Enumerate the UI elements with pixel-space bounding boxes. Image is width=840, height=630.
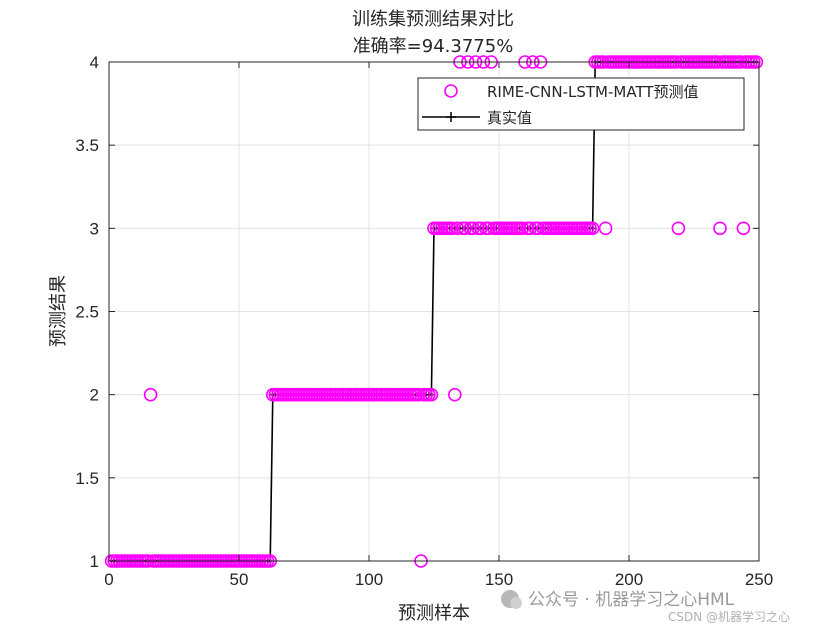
y-tick-label: 2.5 <box>75 303 99 322</box>
y-tick-label: 1.5 <box>75 469 99 488</box>
x-tick-label: 50 <box>230 570 249 589</box>
watermark-small: CSDN @机器学习之心 <box>668 609 790 624</box>
x-axis-label: 预测样本 <box>398 603 470 624</box>
x-tick-label: 150 <box>485 570 513 589</box>
legend-marker-predicted <box>444 84 458 98</box>
wechat-icon-bubble <box>510 597 522 609</box>
watermark: 公众号 · 机器学习之心HML CSDN @机器学习之心 <box>501 590 790 624</box>
legend-box <box>417 77 745 131</box>
y-tick-label: 3 <box>90 219 99 238</box>
predicted-point-marker <box>671 221 686 236</box>
y-axis-label: 预测结果 <box>48 275 69 347</box>
predicted-point-marker <box>411 387 426 402</box>
predicted-point-marker <box>458 221 473 236</box>
y-tick-label: 1 <box>90 552 99 571</box>
predicted-point-marker <box>447 387 462 402</box>
x-tick-label: 250 <box>745 570 773 589</box>
predicted-point-marker <box>424 387 439 402</box>
legend-marker-actual <box>446 112 456 122</box>
chart-title: 训练集预测结果对比 <box>352 9 514 30</box>
predicted-point-marker <box>515 221 530 236</box>
predicted-point-marker <box>736 221 751 236</box>
predicted-point-marker <box>445 221 460 236</box>
watermark-main: 公众号 · 机器学习之心HML <box>528 590 735 610</box>
predicted-point-marker <box>523 221 538 236</box>
legend-label-actual: 真实值 <box>487 109 532 127</box>
x-tick-label: 100 <box>355 570 383 589</box>
predicted-point-marker <box>713 221 727 236</box>
legend: RIME-CNN-LSTM-MATT预测值 真实值 <box>417 77 745 131</box>
chart-subtitle: 准确率=94.3775% <box>353 36 514 57</box>
predicted-point-marker <box>450 221 465 236</box>
y-tick-label: 2 <box>90 386 99 405</box>
predicted-point-marker <box>481 221 496 236</box>
predicted-point-marker <box>473 221 488 236</box>
y-tick-label: 3.5 <box>75 136 99 155</box>
predicted-point-marker <box>143 387 158 402</box>
grid-lines <box>108 61 760 562</box>
x-tick-label: 0 <box>104 570 113 589</box>
y-tick-label: 4 <box>90 53 99 72</box>
predicted-point-marker <box>598 221 613 236</box>
x-tick-label: 200 <box>615 570 643 589</box>
legend-label-predicted: RIME-CNN-LSTM-MATT预测值 <box>487 83 699 101</box>
predicted-point-marker <box>585 221 600 236</box>
axis-ticks: 0 50 100 150 200 250 1 1.5 2 2.5 3 3.5 4 <box>75 53 773 589</box>
predicted-point-marker <box>466 221 480 236</box>
predicted-point-marker <box>531 221 545 236</box>
